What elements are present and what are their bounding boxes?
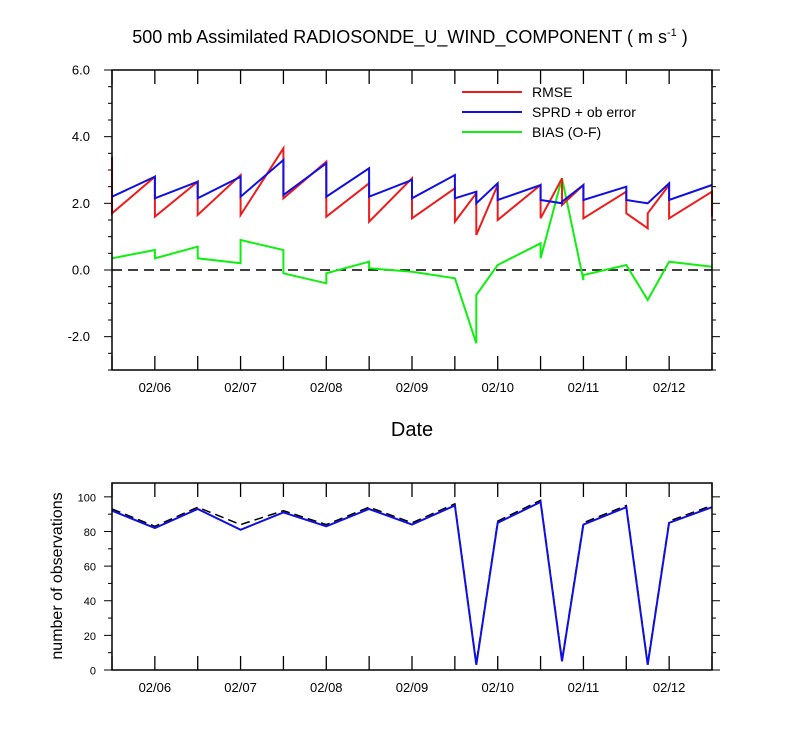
x-tick-label: 02/06	[139, 380, 172, 395]
legend-label: BIAS (O-F)	[532, 124, 601, 140]
y-tick-label: 20	[84, 631, 96, 643]
series-line-bias-o-f	[111, 178, 713, 344]
y-tick-label: 60	[84, 562, 96, 574]
legend: RMSE SPRD + ob error BIAS (O-F)	[462, 84, 636, 140]
y-tick-label: 80	[84, 527, 96, 539]
y-tick-label: 2.0	[72, 196, 90, 211]
x-tick-label: 02/12	[653, 680, 686, 695]
x-tick-label: 02/09	[396, 680, 429, 695]
x-tick-label: 02/08	[310, 380, 343, 395]
bottom-y-axis-label: number of observations	[49, 492, 66, 659]
y-tick-label: 4.0	[72, 129, 90, 144]
series-line-rmse	[111, 144, 713, 236]
top-panel: 02/06 02/07 02/08 02/09 02/10 02/11 02/12 6.0 4.…	[68, 63, 720, 441]
x-tick-label: 02/10	[481, 680, 514, 695]
bottom-plot-area: 02/06 02/07 02/08 02/09 02/10 02/11 02/12 100 80…	[78, 483, 720, 695]
x-tick-label: 02/11	[568, 680, 600, 695]
series-line-sprd-ob-error	[111, 157, 713, 206]
y-tick-label: 6.0	[72, 63, 90, 78]
y-tick-label: 40	[84, 596, 96, 608]
top-x-axis-label: Date	[391, 419, 433, 441]
legend-label: RMSE	[532, 84, 572, 100]
y-tick-label: 0	[90, 666, 96, 678]
y-tick-label: -2.0	[68, 329, 90, 344]
series-line-obs-count-solid	[111, 500, 713, 665]
x-tick-label: 02/07	[224, 680, 257, 695]
y-tick-label: 0.0	[72, 263, 90, 278]
x-tick-label: 02/08	[310, 680, 343, 695]
legend-label: SPRD + ob error	[532, 104, 636, 120]
x-tick-label: 02/12	[653, 380, 686, 395]
bottom-plot-frame	[111, 482, 713, 671]
x-tick-label: 02/11	[568, 380, 600, 395]
x-tick-label: 02/06	[139, 680, 172, 695]
top-plot-area: 02/06 02/07 02/08 02/09 02/10 02/11 02/12 6.0 4.…	[68, 63, 720, 395]
chart-title-close: )	[677, 27, 688, 47]
x-tick-label: 02/09	[396, 380, 429, 395]
top-plot-frame	[111, 69, 713, 371]
x-tick-label: 02/10	[481, 380, 514, 395]
bottom-panel: 02/06 02/07 02/08 02/09 02/10 02/11 02/12 100 80…	[49, 482, 720, 695]
chart-title-main: 500 mb Assimilated RADIOSONDE_U_WIND_COM…	[132, 27, 667, 48]
y-tick-label: 100	[78, 492, 96, 504]
chart-title-superscript: -1	[667, 27, 677, 39]
x-tick-label: 02/07	[224, 380, 257, 395]
chart-title: 500 mb Assimilated RADIOSONDE_U_WIND_COM…	[132, 27, 688, 48]
